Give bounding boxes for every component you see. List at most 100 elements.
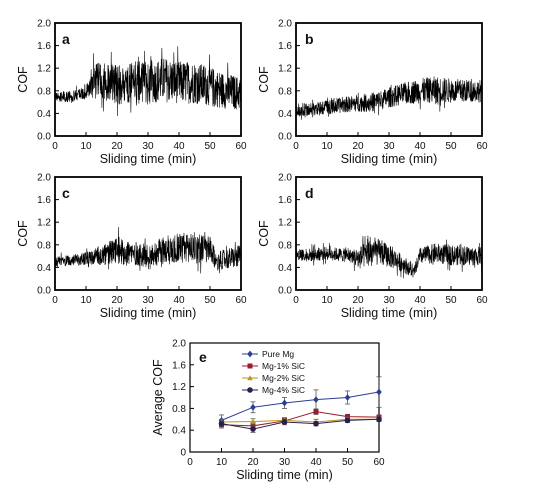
panel-d-xlabel: Sliding time (min) (341, 306, 438, 320)
panel-d-ytick-label: 1.2 (278, 218, 292, 229)
panel-d-xtick-label: 50 (445, 295, 457, 306)
panel-c-xlabel: Sliding time (min) (100, 306, 197, 320)
data-point (344, 394, 351, 401)
panel-e-xtick-label: 30 (279, 457, 291, 468)
panel-c-ylabel: COF (16, 220, 30, 247)
panel-c-xtick-label: 20 (111, 295, 123, 306)
panel-c-ytick-label: 1.2 (37, 218, 51, 229)
panel-d-ytick-label: 2.0 (278, 173, 292, 184)
panel-b-ytick-label: 0.8 (278, 86, 292, 97)
panel-b-xtick-label: 20 (352, 141, 364, 152)
panel-a-letter: a (62, 31, 70, 47)
panel-d-xtick-label: 0 (293, 295, 299, 306)
panel-c-ytick-label: 0.8 (37, 240, 51, 251)
panel-a-ytick-label: 1.2 (37, 64, 51, 75)
panel-b-ytick-label: 0.0 (278, 132, 292, 143)
panel-e-ytick-label: 1.6 (172, 360, 186, 371)
panel-d-xtick-label: 40 (414, 295, 426, 306)
panel-a-ytick-label: 0.0 (37, 132, 51, 143)
panel-b-xtick-label: 30 (383, 141, 395, 152)
data-point (218, 420, 225, 427)
panel-b-frame (295, 22, 483, 137)
data-point (376, 388, 382, 396)
panel-d-letter: d (305, 185, 314, 201)
panel-c-ytick-label: 0.0 (37, 286, 51, 297)
legend-marker (247, 363, 253, 369)
data-point (250, 403, 256, 411)
panel-b-ytick-label: 0.4 (278, 109, 292, 120)
panel-a-xtick-label: 10 (80, 141, 92, 152)
panel-e-xtick-label: 0 (187, 457, 193, 468)
data-point (281, 399, 288, 407)
data-point (313, 420, 319, 427)
panel-a-xtick-label: 50 (204, 141, 216, 152)
data-point (250, 426, 256, 432)
panel-d-ytick-label: 0.4 (278, 263, 292, 274)
panel-d-xtick-label: 30 (383, 295, 395, 306)
panel-a-xtick-label: 30 (142, 141, 154, 152)
panel-e-xtick-label: 10 (216, 457, 228, 468)
panel-b-xtick-label: 50 (445, 141, 457, 152)
panel-a-xlabel: Sliding time (min) (100, 152, 197, 166)
panel-b-cof-trace (295, 76, 483, 120)
panel-a-ytick-label: 0.8 (37, 86, 51, 97)
legend-label: Pure Mg (262, 349, 294, 359)
panel-c-ytick-label: 2.0 (37, 173, 51, 184)
panel-c-xtick-label: 40 (173, 295, 185, 306)
data-point (313, 396, 319, 404)
panel-b-xlabel: Sliding time (min) (341, 152, 438, 166)
data-point (344, 417, 351, 424)
panel-d-frame (295, 176, 483, 291)
panel-e-xtick-label: 40 (310, 457, 322, 468)
panel-a-ytick-label: 2.0 (37, 19, 51, 30)
series-line-0 (221, 391, 380, 421)
panel-e-ytick-label: 0.8 (172, 404, 186, 415)
panel-e-xtick-label: 20 (247, 457, 259, 468)
panel-e-ytick-label: 1.2 (172, 382, 186, 393)
panel-a-xtick-label: 0 (52, 141, 58, 152)
panel-d-ylabel: COF (257, 220, 271, 247)
panel-e-ytick-label: 0 (180, 448, 186, 459)
panel-d-cof-trace (295, 235, 483, 279)
panel-c-ytick-label: 0.4 (37, 263, 51, 274)
panel-d-xtick-label: 20 (352, 295, 364, 306)
panel-e-xlabel: Sliding time (min) (236, 468, 333, 482)
panel-d-xtick-label: 60 (476, 295, 488, 306)
panel-b-ytick-label: 1.6 (278, 41, 292, 52)
panel-a-xtick-label: 60 (235, 141, 247, 152)
panel-d-ytick-label: 0.0 (278, 286, 292, 297)
panel-c-letter: c (62, 185, 70, 201)
panel-e-xtick-label: 60 (373, 457, 385, 468)
panel-b-letter: b (305, 31, 314, 47)
panel-b-xtick-label: 0 (293, 141, 299, 152)
panel-c-cof-trace (54, 227, 242, 274)
panel-c-xtick-label: 60 (235, 295, 247, 306)
legend-marker (247, 387, 253, 393)
legend-label: Mg-4% SiC (262, 385, 305, 395)
panel-a-ytick-label: 1.6 (37, 41, 51, 52)
panel-c-xtick-label: 50 (204, 295, 216, 306)
panel-d-ytick-label: 1.6 (278, 195, 292, 206)
legend-label: Mg-2% SiC (262, 373, 305, 383)
panel-b-ytick-label: 2.0 (278, 19, 292, 30)
legend-label: Mg-1% SiC (262, 361, 305, 371)
data-point (281, 419, 288, 425)
panel-b-xtick-label: 40 (414, 141, 426, 152)
panel-c-ytick-label: 1.6 (37, 195, 51, 206)
series-line-3 (221, 418, 380, 430)
panel-b-ylabel: COF (257, 66, 271, 93)
panel-c-xtick-label: 0 (52, 295, 58, 306)
panel-b-xtick-label: 10 (321, 141, 333, 152)
panel-a-ylabel: COF (16, 66, 30, 93)
panel-c-xtick-label: 30 (142, 295, 154, 306)
panel-e-letter: e (199, 349, 207, 365)
panel-b-xtick-label: 60 (476, 141, 488, 152)
panel-a-cof-trace (54, 46, 242, 116)
panel-c-frame (54, 176, 242, 291)
data-point (250, 418, 256, 424)
series-line-2 (221, 418, 379, 423)
panel-e-ytick-label: 0.4 (172, 426, 186, 437)
panel-e-ytick-label: 2.0 (172, 339, 186, 350)
panel-a-xtick-label: 20 (111, 141, 123, 152)
